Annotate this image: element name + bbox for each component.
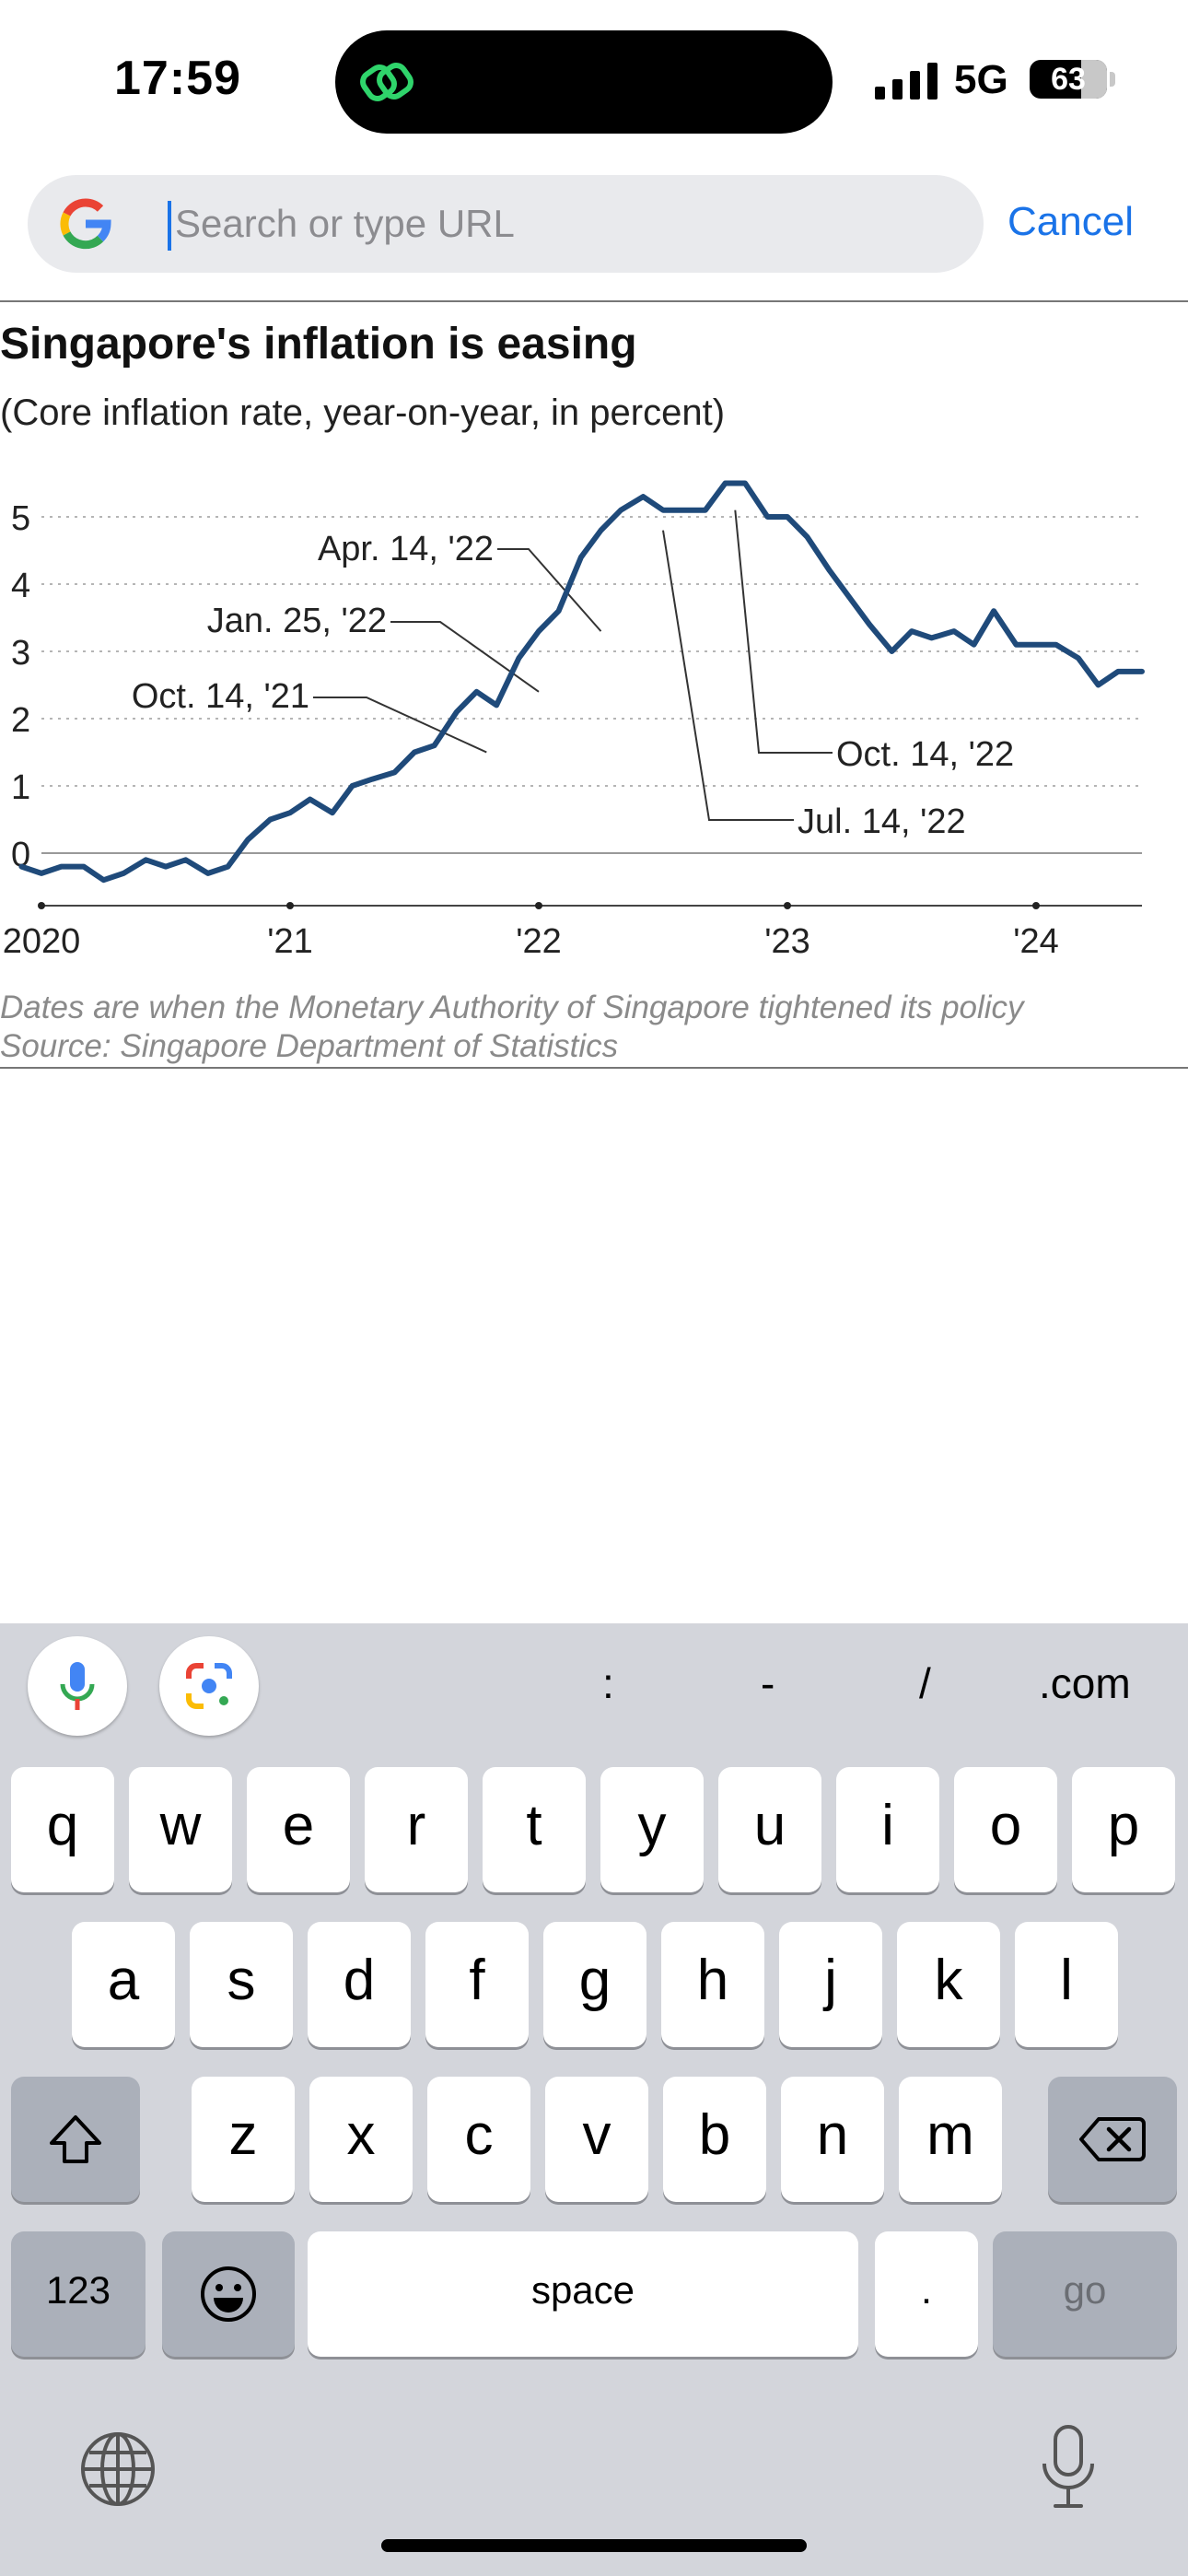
key-y[interactable]: y <box>600 1767 704 1892</box>
network-type: 5G <box>954 57 1008 102</box>
emoji-icon <box>201 2266 256 2322</box>
key-t[interactable]: t <box>483 1767 586 1892</box>
inflation-line-chart: 0 1 2 3 4 5 2020 '21 '22 '23 '24 Oct. 14, '21 Jan.… <box>3 480 1145 961</box>
annotation-label: Oct. 14, '21 <box>132 677 309 716</box>
key-h[interactable]: h <box>661 1922 764 2047</box>
annotation-label: Jan. 25, '22 <box>207 602 387 640</box>
chart-source: Source: Singapore Department of Statisti… <box>0 1028 619 1064</box>
cellular-signal-icon <box>875 63 938 100</box>
y-tick-label: 4 <box>11 567 30 605</box>
google-lens-icon <box>186 1663 232 1709</box>
x-tick-label: '21 <box>267 922 313 961</box>
top-divider <box>0 300 1188 302</box>
key-m[interactable]: m <box>899 2077 1002 2202</box>
emoji-key[interactable] <box>162 2231 295 2357</box>
x-tick-label: '23 <box>764 922 810 961</box>
shift-icon <box>50 2115 101 2163</box>
key-x[interactable]: x <box>309 2077 413 2202</box>
y-tick-label: 0 <box>11 836 30 874</box>
bottom-divider <box>0 1067 1188 1069</box>
annotation-leader-line <box>313 697 487 754</box>
period-key[interactable]: . <box>875 2231 978 2357</box>
status-bar: 17:59 5G 63 <box>0 0 1188 157</box>
delete-key[interactable] <box>1048 2077 1177 2202</box>
google-logo-icon <box>60 198 111 250</box>
x-tick-mark <box>286 902 294 909</box>
key-v[interactable]: v <box>545 2077 648 2202</box>
key-k[interactable]: k <box>897 1922 1000 2047</box>
numbers-key[interactable]: 123 <box>11 2231 146 2357</box>
key-a[interactable]: a <box>72 1922 175 2047</box>
home-indicator[interactable] <box>381 2539 807 2552</box>
chart-subtitle: (Core inflation rate, year-on-year, in p… <box>0 392 726 433</box>
cancel-button[interactable]: Cancel <box>1007 199 1134 244</box>
go-key[interactable]: go <box>993 2231 1177 2357</box>
key-i[interactable]: i <box>836 1767 939 1892</box>
y-tick-label: 5 <box>11 499 30 538</box>
y-tick-label: 1 <box>11 768 30 807</box>
status-time: 17:59 <box>114 52 241 105</box>
key-l[interactable]: l <box>1015 1922 1118 2047</box>
suggestion-dash[interactable]: - <box>761 1659 775 1707</box>
url-search-input[interactable] <box>175 195 949 252</box>
x-tick-label: '22 <box>516 922 562 961</box>
dictation-icon[interactable] <box>1039 2423 1098 2512</box>
key-e[interactable]: e <box>247 1767 350 1892</box>
annotation-label: Oct. 14, '22 <box>836 735 1014 774</box>
key-f[interactable]: f <box>425 1922 529 2047</box>
suggestion-dot-com[interactable]: .com <box>1039 1659 1131 1707</box>
mic-icon <box>60 1662 95 1710</box>
shift-key[interactable] <box>11 2077 140 2202</box>
y-tick-label: 2 <box>11 701 30 740</box>
annotation-leader-line <box>497 548 602 632</box>
battery-tip <box>1110 72 1115 87</box>
key-c[interactable]: c <box>427 2077 530 2202</box>
x-tick-label: 2020 <box>3 922 81 961</box>
annotation-label: Jul. 14, '22 <box>798 802 966 841</box>
delete-icon <box>1079 2117 1146 2161</box>
battery-empty-portion <box>1081 60 1107 99</box>
annotation-leader-line <box>662 530 794 821</box>
key-j[interactable]: j <box>779 1922 882 2047</box>
annotation-label: Apr. 14, '22 <box>318 530 494 568</box>
google-lens-button[interactable] <box>159 1636 259 1736</box>
annotation-leader-line <box>390 621 540 693</box>
voice-search-button[interactable] <box>28 1636 127 1736</box>
text-cursor <box>168 201 171 251</box>
chart-title: Singapore's inflation is easing <box>0 320 637 369</box>
suggestion-colon[interactable]: : <box>602 1659 614 1707</box>
x-tick-mark <box>535 902 542 909</box>
key-z[interactable]: z <box>192 2077 295 2202</box>
url-bar[interactable] <box>28 175 984 273</box>
annotation-leader-line <box>734 509 833 754</box>
key-b[interactable]: b <box>663 2077 766 2202</box>
key-q[interactable]: q <box>11 1767 114 1892</box>
dynamic-island <box>335 30 833 134</box>
key-p[interactable]: p <box>1072 1767 1175 1892</box>
chart-footnote: Dates are when the Monetary Authority of… <box>0 989 1024 1025</box>
key-g[interactable]: g <box>543 1922 646 2047</box>
x-tick-mark <box>38 902 45 909</box>
key-s[interactable]: s <box>190 1922 293 2047</box>
linked-chain-icon <box>360 63 413 101</box>
core-inflation-series-line <box>18 480 1145 884</box>
x-tick-mark <box>1032 902 1040 909</box>
battery-icon: 63 <box>1030 60 1107 99</box>
key-d[interactable]: d <box>308 1922 411 2047</box>
globe-icon[interactable] <box>77 2429 158 2510</box>
y-tick-label: 3 <box>11 634 30 673</box>
x-tick-mark <box>784 902 791 909</box>
suggestion-slash[interactable]: / <box>919 1659 931 1707</box>
space-key[interactable]: space <box>308 2231 858 2357</box>
key-w[interactable]: w <box>129 1767 232 1892</box>
key-o[interactable]: o <box>954 1767 1057 1892</box>
battery-level: 63 <box>1051 62 1086 97</box>
key-n[interactable]: n <box>781 2077 884 2202</box>
key-r[interactable]: r <box>365 1767 468 1892</box>
x-tick-label: '24 <box>1013 922 1059 961</box>
key-u[interactable]: u <box>718 1767 821 1892</box>
